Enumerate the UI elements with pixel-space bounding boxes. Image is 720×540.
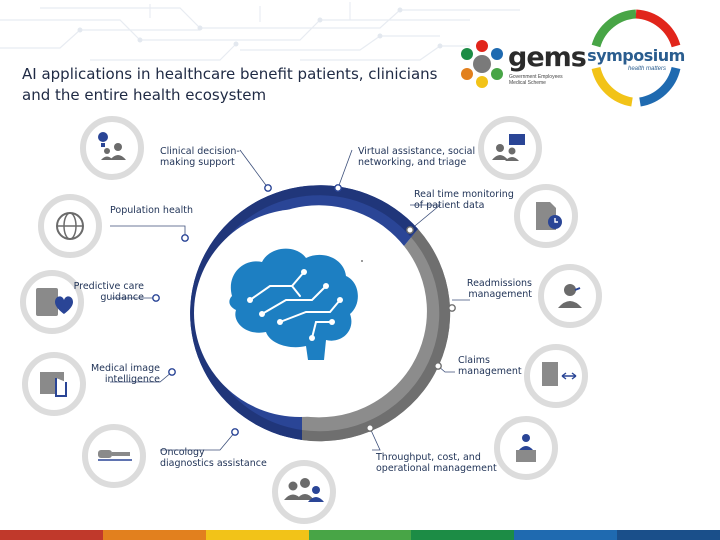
label-claims: Claims management — [458, 355, 522, 377]
symposium-wordmark: symposium — [587, 46, 685, 65]
label-medical-image: Medical image intelligence — [90, 363, 160, 385]
label-population-health: Population health — [110, 205, 194, 216]
podium-person-icon — [516, 434, 536, 462]
label-predictive-care: Predictive care guidance — [73, 281, 144, 303]
footer-color-strip — [0, 530, 720, 540]
chat-people-icon — [492, 134, 525, 161]
symposium-logo: symposium health matters — [584, 6, 688, 110]
document-clock-icon — [536, 202, 562, 230]
footer-segment — [617, 530, 720, 540]
tablet-heart-icon — [36, 288, 73, 316]
gems-logo: gems Government Employees Medical Scheme — [456, 36, 587, 94]
person-headset-icon — [558, 284, 582, 308]
brain-circuit-icon — [229, 248, 358, 360]
central-ring — [190, 185, 451, 442]
label-throughput: Throughput, cost, and operational manage… — [376, 452, 497, 474]
team-icon — [284, 478, 324, 502]
footer-segment — [102, 530, 206, 540]
symposium-ring-icon — [591, 9, 681, 107]
label-clinical-decision-making: Clinical decision- making support — [160, 146, 240, 168]
globe-icon — [56, 212, 84, 240]
circuit-background — [0, 2, 520, 61]
document-exchange-icon — [542, 362, 577, 386]
label-virtual-assistance: Virtual assistance, social networking, a… — [358, 146, 476, 168]
center-dot — [361, 260, 363, 262]
footer-segment — [308, 530, 412, 540]
footer-segment — [411, 530, 515, 540]
label-readmissions: Readmissions management — [466, 278, 532, 300]
footer-segment — [0, 530, 103, 540]
gems-tagline: Government Employees Medical Scheme — [509, 74, 563, 86]
gems-emblem-icon — [461, 40, 503, 88]
doctor-idea-icon — [98, 132, 126, 160]
label-oncology: Oncology diagnostics assistance — [160, 447, 267, 469]
symposium-tagline: health matters — [628, 66, 667, 72]
footer-segment — [205, 530, 309, 540]
label-real-time-monitoring: Real time monitoring of patient data — [414, 189, 514, 211]
gems-wordmark: gems — [508, 42, 587, 73]
hand-scan-icon — [40, 372, 67, 397]
slide-title: AI applications in healthcare benefit pa… — [22, 65, 438, 104]
footer-segment — [514, 530, 618, 540]
microscope-icon — [98, 450, 132, 461]
